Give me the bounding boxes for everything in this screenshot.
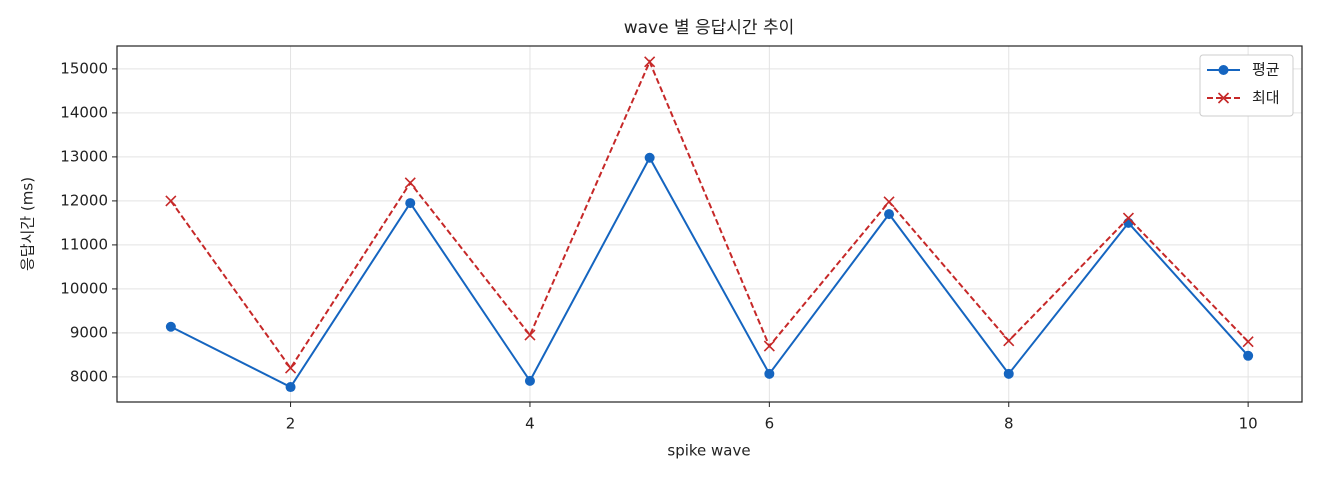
marker [1003,368,1014,379]
y-tick-label: 14000 [60,103,108,121]
marker [1217,92,1230,104]
y-tick-label: 15000 [60,59,108,77]
y-tick-label: 12000 [60,191,108,209]
grid [117,46,1302,402]
marker [165,321,176,332]
plot-frame [116,45,1303,403]
y-tick-label: 9000 [70,323,108,341]
axes: 8000 9000 10000 11000 12000 13000 14000 15000 2 4… [60,59,1257,432]
marker [404,177,416,189]
marker [644,152,655,163]
y-tick-label: 11000 [60,235,108,253]
marker [1122,212,1135,224]
legend-label: 평균 [1252,61,1280,79]
marker [524,329,536,341]
series-line [170,59,1249,370]
marker [884,209,895,220]
y-tick-label: 8000 [70,367,108,385]
y-tick-label: 13000 [60,147,108,165]
marker [285,382,296,393]
marker [764,368,775,379]
series-line [170,155,1249,389]
x-tick-label: 4 [525,415,535,433]
marker [1003,335,1015,347]
x-tick-label: 2 [286,415,296,433]
marker [644,56,656,68]
marker [1243,350,1254,361]
legend-label: 최대 [1252,89,1280,107]
marker [1242,336,1254,348]
x-axis-label: spike wave [667,442,750,460]
marker [1218,65,1229,75]
marker [524,375,535,386]
marker [883,196,895,208]
x-tick-label: 8 [1004,415,1014,433]
marker [763,340,775,352]
marker [405,198,416,209]
x-tick-label: 10 [1239,415,1258,433]
plot-lines [165,56,1254,393]
x-tick-label: 6 [765,415,775,433]
marker [284,362,297,374]
chart-title: wave 별 응답시간 추이 [624,18,795,38]
y-axis-label: 응답시간 (ms) [19,177,37,271]
y-tick-label: 10000 [60,279,108,297]
marker [165,195,177,207]
